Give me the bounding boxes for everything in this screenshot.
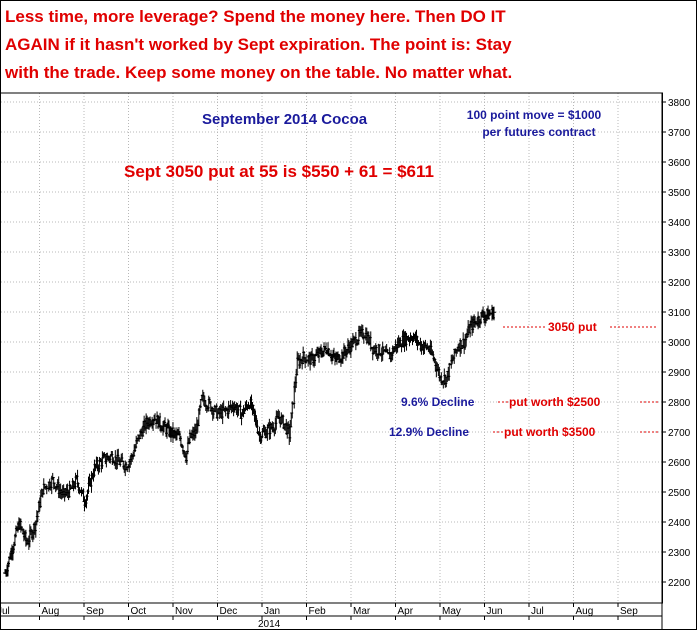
- y-tick-label: 2400: [668, 518, 691, 529]
- price-bar: [492, 306, 496, 321]
- contract-note-line-2: per futures contract: [482, 125, 595, 139]
- put-value-2800: put worth $2500: [509, 395, 601, 409]
- level-annotations: 3050 put 9.6% Decline put worth $2500 12.9%…: [389, 320, 658, 439]
- x-tick-label: May: [442, 606, 461, 617]
- y-tick-label: 3400: [668, 218, 691, 229]
- y-tick-label: 2800: [668, 398, 691, 409]
- y-tick-label: 3800: [668, 98, 691, 109]
- headline-line-1: Less time, more leverage? Spend the mone…: [5, 7, 506, 26]
- x-tick-label: Dec: [220, 606, 238, 617]
- y-tick-label: 2900: [668, 368, 691, 379]
- y-tick-label: 3600: [668, 158, 691, 169]
- y-tick-label: 3000: [668, 338, 691, 349]
- x-tick-label: Aug: [42, 606, 60, 617]
- x-tick-label: Nov: [175, 606, 193, 617]
- x-tick-label: Feb: [309, 606, 327, 617]
- headline-line-3: with the trade. Keep some money on the t…: [4, 63, 512, 82]
- y-tick-label: 2700: [668, 428, 691, 439]
- y-tick-label: 2500: [668, 488, 691, 499]
- x-tick-label: Sep: [620, 606, 638, 617]
- x-tick-label: Jul: [531, 606, 544, 617]
- x-axis: Jul Aug Sep Oct Nov Dec Jan Feb Mar Apr May Jun Jul A…: [0, 603, 638, 620]
- x-tick-label: Jun: [487, 606, 503, 617]
- put-cost-calc: Sept 3050 put at 55 is $550 + 61 = $611: [124, 162, 434, 181]
- y-tick-label: 3100: [668, 308, 691, 319]
- x-tick-label: Aug: [576, 606, 594, 617]
- price-bars: [3, 304, 496, 577]
- y-tick-label: 3700: [668, 128, 691, 139]
- contract-note-line-1: 100 point move = $1000: [467, 108, 602, 122]
- y-tick-label: 3500: [668, 188, 691, 199]
- x-tick-label: Apr: [398, 606, 414, 617]
- y-tick-label: 2300: [668, 548, 691, 559]
- decline-pct-2700: 12.9% Decline: [389, 425, 469, 439]
- x-tick-label: Jan: [264, 606, 280, 617]
- y-axis: 2200 2300 2400 2500 2600 2700 2800 2900 3000 3100…: [662, 98, 691, 589]
- y-tick-label: 3200: [668, 278, 691, 289]
- y-tick-label: 2600: [668, 458, 691, 469]
- x-tick-label: Mar: [353, 606, 371, 617]
- y-tick-label: 2200: [668, 578, 691, 589]
- x-tick-label: Jul: [0, 606, 10, 617]
- put-value-2700: put worth $3500: [504, 425, 596, 439]
- y-tick-label: 3300: [668, 248, 691, 259]
- level-3050-label: 3050 put: [548, 320, 597, 334]
- year-label: 2014: [258, 619, 281, 630]
- x-tick-label: Sep: [86, 606, 104, 617]
- decline-pct-2800: 9.6% Decline: [401, 395, 475, 409]
- chart-title: September 2014 Cocoa: [202, 111, 368, 128]
- x-tick-label: Oct: [131, 606, 147, 617]
- headline-line-2: AGAIN if it hasn't worked by Sept expira…: [5, 35, 512, 54]
- grid: [1, 93, 662, 603]
